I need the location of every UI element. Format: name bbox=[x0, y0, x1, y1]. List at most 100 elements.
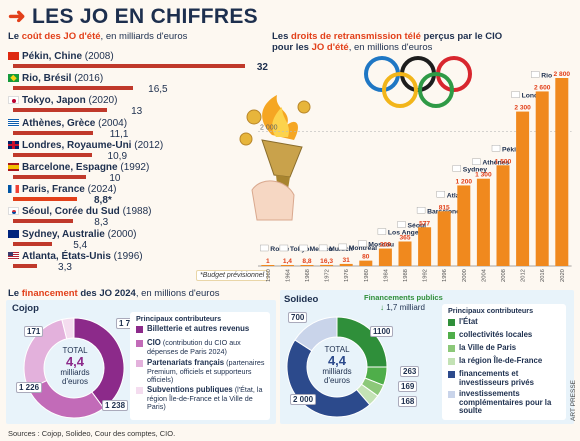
tv-year-label: 1992 bbox=[423, 269, 429, 282]
cost-year: (2016) bbox=[71, 73, 104, 85]
legend-item-detail: (partenaires Premium, officiels et suppo… bbox=[147, 358, 265, 384]
cost-row-label: Pékin, Chine (2008) bbox=[22, 51, 114, 62]
cost-row: Paris, France (2024) 8,8* bbox=[8, 184, 270, 208]
sources: Sources : Cojop, Solideo, Cour des compt… bbox=[8, 429, 176, 438]
tv-value-label: 2 600 bbox=[534, 84, 551, 91]
legend-item-detail: (l'État, la région Île-de-France et la V… bbox=[147, 385, 263, 411]
cost-year: (1992) bbox=[117, 162, 150, 173]
tv-bar bbox=[339, 263, 353, 266]
tv-value-label: 16,3 bbox=[320, 258, 333, 265]
cost-row: Tokyo, Japon (2020) 13 bbox=[8, 95, 270, 119]
budget-note: *Budget prévisionnel bbox=[196, 270, 269, 281]
solideo-segment-label: 1100 bbox=[370, 326, 394, 337]
donut-segment bbox=[294, 316, 338, 352]
tv-year-label: 1988 bbox=[403, 269, 409, 282]
uk-flag-icon bbox=[8, 140, 19, 149]
legend-swatch bbox=[136, 326, 143, 333]
solideo-total: TOTAL 4,4 milliards d'euros bbox=[322, 345, 352, 385]
olympic-torch-icon bbox=[239, 95, 311, 221]
solideo-legend-item: l'État bbox=[448, 317, 562, 327]
cost-row: Atlanta, États-Unis (1996) 3,3 bbox=[8, 251, 270, 275]
cost-city: Séoul, Corée du Sud bbox=[22, 206, 120, 218]
cost-value: 3,3 bbox=[58, 261, 72, 273]
tv-year-label: 1980 bbox=[364, 269, 370, 282]
cost-city: Paris, France bbox=[22, 184, 85, 196]
cost-year: (1988) bbox=[119, 206, 152, 218]
cost-city: Atlanta, États-Unis bbox=[22, 250, 111, 262]
tv-ytick-label: 2 000 bbox=[260, 125, 278, 132]
cost-city: Athènes, Grèce bbox=[22, 117, 96, 129]
cost-row-label: Barcelone, Espagne (1992) bbox=[22, 162, 149, 173]
tv-value-label: 80 bbox=[362, 254, 370, 261]
cost-value: 16,5 bbox=[148, 84, 168, 96]
tv-city-label: Moscou bbox=[368, 242, 394, 249]
city-flag-icon bbox=[531, 71, 540, 78]
cost-row-label: Séoul, Corée du Sud (1988) bbox=[22, 206, 151, 217]
tv-rights-chart: 2 00011960Rome1,41964Tokyo8,81968Mexico1… bbox=[258, 71, 572, 282]
cost-value: 8,8* bbox=[94, 195, 112, 207]
legend-swatch bbox=[136, 360, 143, 367]
tv-city-label: Athènes bbox=[482, 160, 509, 167]
tv-bar bbox=[496, 165, 510, 266]
cojop-segment-label: 1 226 bbox=[16, 382, 43, 393]
cojop-legend-title: Principaux contributeurs bbox=[136, 314, 222, 323]
solideo-segment-label: 169 bbox=[398, 381, 418, 392]
tv-year-label: 1976 bbox=[344, 269, 350, 282]
cost-value: 10,9 bbox=[107, 150, 128, 162]
city-flag-icon bbox=[260, 244, 269, 252]
cost-value: 11,1 bbox=[109, 128, 129, 140]
tv-bar bbox=[261, 265, 275, 266]
cost-bar bbox=[13, 175, 86, 179]
cost-row-label: Sydney, Australie (2000) bbox=[22, 229, 137, 240]
legend-item-title: la région Île-de-France bbox=[459, 356, 543, 365]
cojop-segment-label: 171 bbox=[24, 326, 44, 337]
solideo-legend-item: collectivités locales bbox=[448, 330, 562, 340]
solideo-legend-item: la région Île-de-France bbox=[448, 356, 562, 366]
cost-year: (1996) bbox=[110, 250, 143, 262]
cost-year: (2012) bbox=[131, 139, 164, 151]
city-flag-icon bbox=[397, 221, 406, 228]
cost-year: (2000) bbox=[104, 228, 137, 240]
tv-bar bbox=[280, 265, 294, 266]
tv-value-label: 31 bbox=[343, 257, 351, 264]
solideo-legend-item: financements et investisseurs privés bbox=[448, 369, 562, 387]
tv-year-label: 2020 bbox=[560, 269, 566, 282]
public-funding-label: Financements publics bbox=[364, 293, 443, 302]
cost-bar bbox=[13, 152, 93, 157]
cost-row: Athènes, Grèce (2004) 11,1 bbox=[8, 118, 270, 142]
tv-year-label: 1960 bbox=[266, 269, 272, 282]
city-flag-icon bbox=[472, 158, 481, 165]
brazil-flag-icon bbox=[8, 74, 19, 83]
tv-value-label: 365 bbox=[399, 234, 410, 241]
cojop-legend-item: Billetterie et autres revenus bbox=[136, 324, 266, 334]
solideo-segment-label: 263 bbox=[400, 366, 420, 377]
city-flag-icon bbox=[491, 145, 501, 152]
cost-year: (2004) bbox=[95, 117, 128, 129]
cost-row: Rio, Brésil (2016) 16,5 bbox=[8, 73, 270, 97]
japan-flag-icon bbox=[8, 96, 19, 105]
cost-bar bbox=[13, 263, 37, 268]
tv-year-label: 1964 bbox=[285, 268, 291, 282]
solideo-segment-label: 700 bbox=[288, 312, 308, 323]
tv-bar bbox=[300, 265, 314, 266]
cost-value: 5,4 bbox=[73, 239, 88, 251]
legend-swatch bbox=[136, 387, 143, 394]
tv-value-label: 260 bbox=[380, 242, 391, 249]
tv-bar bbox=[437, 211, 451, 266]
legend-item-title: l'État bbox=[459, 317, 478, 326]
cost-row-label: Athènes, Grèce (2004) bbox=[22, 118, 127, 129]
legend-item-title: la Ville de Paris bbox=[459, 343, 517, 352]
tv-year-label: 2004 bbox=[481, 268, 487, 282]
solideo-panel: Solideo Financements publics ↓ 1,7 milli… bbox=[280, 290, 574, 424]
legend-item-title: Billetterie et autres revenus bbox=[147, 324, 250, 333]
tv-value-label: 2 300 bbox=[514, 105, 531, 112]
tv-value-label: 1 200 bbox=[456, 178, 473, 185]
cost-row: Sydney, Australie (2000) 5,4 bbox=[8, 229, 270, 253]
cost-bar bbox=[13, 241, 53, 246]
tv-bar bbox=[516, 111, 530, 266]
korea-flag-icon bbox=[8, 207, 19, 216]
cost-city: Sydney, Australie bbox=[22, 228, 105, 240]
tv-value-label: 815 bbox=[439, 204, 450, 211]
tv-value-label: 1 300 bbox=[475, 172, 492, 179]
tv-city-label: Sydney bbox=[463, 166, 487, 173]
